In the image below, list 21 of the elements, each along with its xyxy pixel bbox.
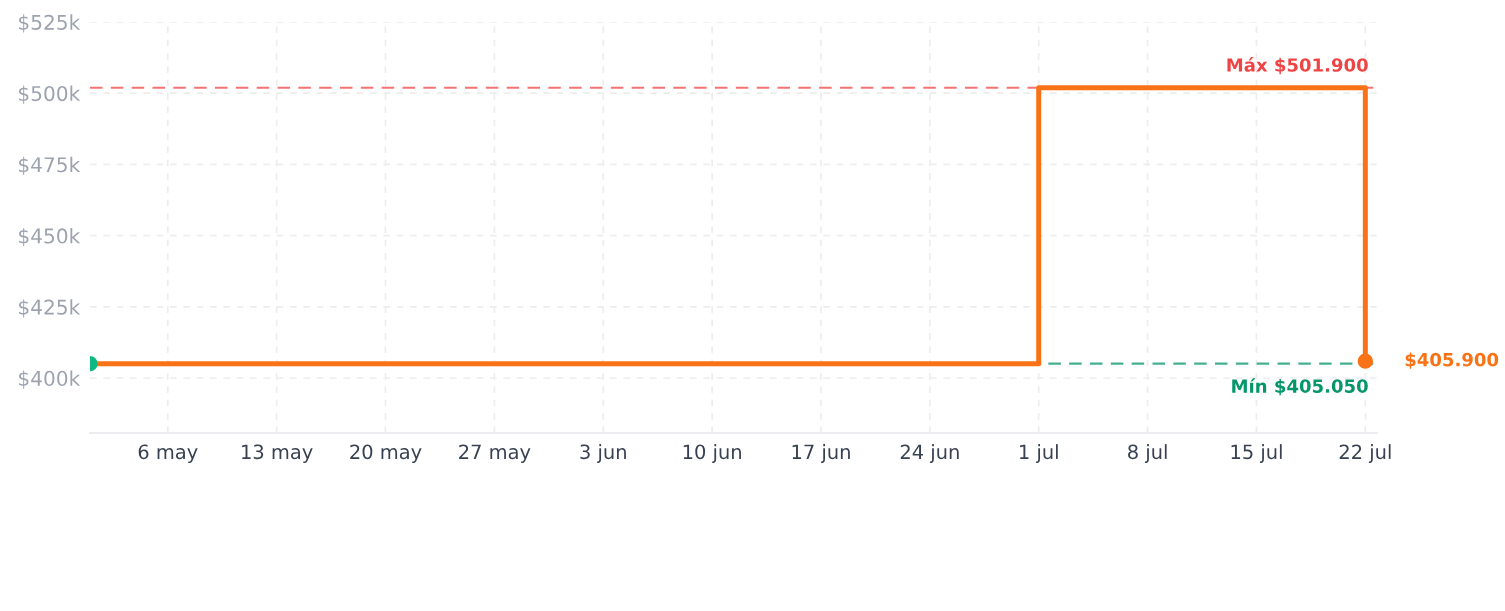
y-tick-label: $425k <box>19 299 81 318</box>
x-tick-label: 20 may <box>350 444 422 463</box>
x-tick-label: 1 jul <box>1020 444 1058 463</box>
y-tick-label: $500k <box>19 85 81 104</box>
y-tick-label: $475k <box>19 156 81 176</box>
y-tick-label: $450k <box>19 227 81 247</box>
x-tick-label: 24 jun <box>900 444 959 463</box>
y-tick-label: $525k <box>19 14 81 33</box>
x-tick-label: 3 jun <box>580 444 626 463</box>
x-tick-label: 8 jul <box>1128 444 1167 463</box>
annotation: $405.900 <box>1405 352 1499 369</box>
x-tick-label: 27 may <box>459 444 531 463</box>
ref-line-label: Mín $405.050 <box>1232 378 1368 396</box>
x-tick-label: 10 jun <box>683 444 741 463</box>
x-tick-label: 22 jul <box>1339 444 1391 463</box>
x-tick-label: 17 jun <box>792 444 850 463</box>
x-tick-label: 6 may <box>138 444 198 463</box>
y-tick-label: $400k <box>19 370 81 389</box>
x-tick-label: 13 may <box>242 444 313 463</box>
x-tick-label: 15 jul <box>1231 444 1282 463</box>
ref-line-label: Máx $501.900 <box>1227 57 1368 75</box>
